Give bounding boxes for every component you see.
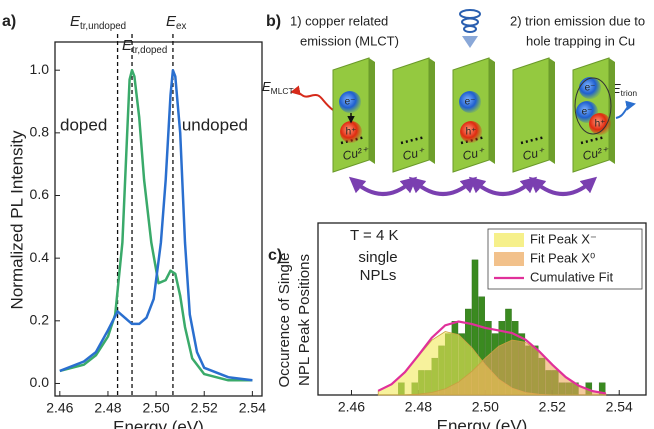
x-tick-label: 2.48 — [405, 399, 432, 415]
x-tick-label: 2.46 — [338, 399, 365, 415]
y-tick-label: 0.2 — [30, 312, 50, 328]
panel-label: a) — [2, 13, 16, 30]
legend-label: Fit Peak X⁻ — [530, 231, 597, 246]
charge — [460, 121, 482, 143]
x-tick-label: 2.54 — [606, 399, 633, 415]
copper-site — [520, 135, 546, 145]
charge-label: e⁻ — [585, 83, 596, 94]
sample-label: NPLs — [360, 267, 397, 284]
charge — [339, 91, 361, 113]
charge-label: h⁺ — [466, 127, 477, 138]
step-text: 1) copper related — [290, 13, 388, 28]
symbol: E — [70, 13, 81, 30]
step-text: 2) trion emission due to — [510, 13, 645, 28]
y-axis-label: Normalized PL Intensity — [7, 130, 26, 309]
charge-label: h⁺ — [595, 119, 606, 130]
subscript: ex — [176, 21, 186, 32]
panel-a: 2.46 2.48 2.50 2.52 2.54 0.0 0.2 0.4 0.6 0.8 1.0 En… — [2, 13, 266, 429]
plot-frame — [54, 41, 263, 397]
copper-label: Cu⁺ — [401, 144, 427, 163]
subscript: trion — [621, 88, 638, 98]
marker-label: Eex — [166, 13, 186, 32]
legend-label: Fit Peak X⁰ — [530, 250, 595, 265]
series-label: undoped — [182, 115, 248, 134]
x-axis-label: Energy (eV) — [113, 417, 204, 429]
legend-swatch — [494, 252, 524, 266]
step-text: hole trapping in Cu — [526, 33, 635, 48]
symbol: E — [262, 79, 271, 94]
x-tick-label: 2.54 — [239, 400, 266, 416]
step-text: emission (MLCT) — [300, 33, 399, 48]
copper-site — [340, 135, 366, 145]
copper-site — [460, 135, 486, 145]
x-tick-label: 2.52 — [539, 399, 566, 415]
copper-label: Cu²⁺ — [341, 144, 371, 163]
symbol: E — [166, 13, 177, 30]
light-source — [459, 9, 481, 48]
x-tick-label: 2.48 — [94, 400, 121, 416]
charge-label: e⁻ — [582, 107, 593, 118]
nanoplatelet — [609, 58, 615, 164]
copper-label: Cu⁺ — [461, 144, 487, 163]
y-tick-label: 0.8 — [30, 124, 50, 140]
condition: T = 4 K — [350, 227, 399, 244]
copper-label: Cu²⁺ — [581, 144, 611, 163]
copper-site — [400, 135, 426, 145]
y-tick-label: 0.6 — [30, 186, 50, 202]
panel-label: c) — [268, 247, 282, 264]
charge-label: e⁻ — [345, 97, 356, 108]
hopping-arrow — [408, 176, 478, 196]
emission-arrow — [615, 100, 636, 119]
emission-label: EMLCT — [262, 79, 294, 96]
charge-label: e⁻ — [465, 97, 476, 108]
emission-arrow — [290, 85, 334, 111]
panel-b: b) 1) copper related emission (MLCT) 2) tr… — [262, 9, 645, 196]
emission-label: Etrion — [612, 81, 637, 98]
sample-label: single — [358, 249, 397, 266]
trion-outline — [574, 77, 612, 135]
charge — [589, 113, 611, 135]
y-tick-label: 1.0 — [30, 61, 50, 77]
y-tick-label: 0.4 — [30, 249, 50, 265]
nanoplatelet — [429, 58, 435, 164]
charge-label: h⁺ — [346, 127, 357, 138]
nanoplatelet — [369, 58, 375, 164]
marker-label: Etr,doped — [122, 37, 167, 56]
charge — [459, 91, 481, 113]
x-axis-label: Energy (eV) — [437, 416, 528, 429]
x-tick-label: 2.46 — [46, 400, 73, 416]
charge — [340, 121, 362, 143]
fit-line — [377, 320, 606, 395]
copper-site — [580, 135, 606, 145]
marker-label: Etr,undoped — [70, 13, 126, 32]
legend-swatch — [494, 233, 524, 247]
nanoplatelet — [549, 58, 555, 164]
legend-label: Cumulative Fit — [530, 269, 613, 284]
hopping-arrow — [528, 176, 598, 196]
series-label: doped — [60, 115, 107, 134]
x-tick-label: 2.50 — [142, 400, 169, 416]
y-axis-label: NPL Peak Positions — [296, 254, 313, 386]
hopping-arrow — [348, 176, 418, 196]
hopping-arrow — [468, 176, 538, 196]
subscript: tr,doped — [132, 45, 167, 56]
y-tick-label: 0.0 — [30, 374, 50, 390]
symbol: E — [122, 37, 133, 54]
nanoplatelet — [489, 58, 495, 164]
y-axis-label: Occurence of Single — [276, 252, 293, 387]
series-line — [59, 68, 253, 382]
x-tick-label: 2.50 — [472, 399, 499, 415]
charge — [579, 77, 601, 99]
subscript: MLCT — [271, 86, 294, 96]
panel-label: b) — [266, 13, 281, 30]
symbol: E — [612, 81, 621, 96]
x-tick-label: 2.52 — [191, 400, 218, 416]
panel-c: 2.46 2.48 2.50 2.52 2.54 Energy (eV) c)Occuren… — [268, 222, 647, 429]
copper-label: Cu⁺ — [521, 144, 547, 163]
subscript: tr,undoped — [80, 21, 126, 32]
